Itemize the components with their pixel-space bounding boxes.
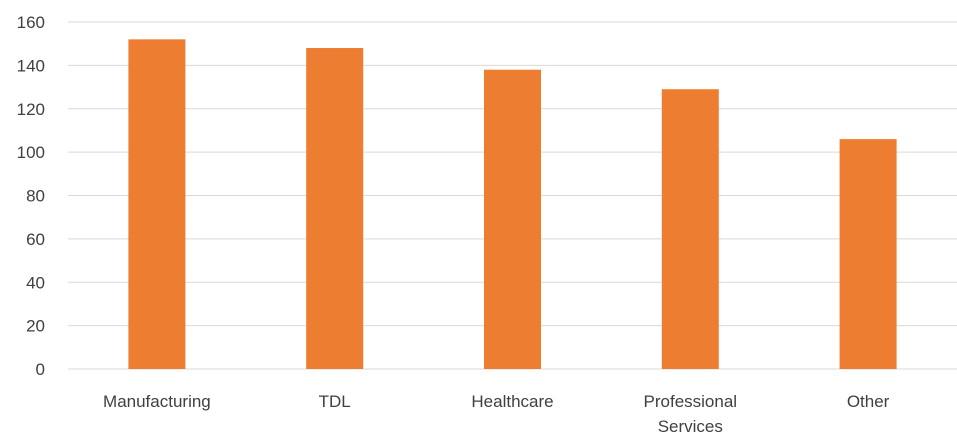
y-tick-label: 20	[26, 317, 45, 336]
y-tick-label: 140	[17, 56, 45, 75]
bar-professional-services	[661, 89, 719, 369]
bar-other	[839, 139, 897, 369]
y-tick-label: 40	[26, 273, 45, 292]
x-axis-ticks: Manufacturing TDL Healthcare Professional Se…	[103, 392, 890, 436]
bar-healthcare	[484, 69, 541, 370]
y-tick-label: 160	[17, 13, 45, 32]
x-tick-label: Other	[847, 392, 890, 411]
x-tick-label: Professional	[644, 392, 738, 411]
bar-tdl	[306, 48, 364, 370]
x-tick-label: Services	[658, 417, 723, 436]
x-tick-label: TDL	[319, 392, 351, 411]
bar-manufacturing	[128, 39, 186, 369]
y-tick-label: 0	[36, 360, 45, 379]
y-tick-label: 100	[17, 143, 45, 162]
x-tick-label: Manufacturing	[103, 392, 211, 411]
y-tick-label: 80	[26, 187, 45, 206]
y-axis-ticks: 0 20 40 60 80 100 120 140 160	[17, 13, 45, 379]
x-tick-label: Healthcare	[471, 392, 553, 411]
bars	[128, 39, 897, 370]
y-tick-label: 60	[26, 230, 45, 249]
y-tick-label: 120	[17, 100, 45, 119]
